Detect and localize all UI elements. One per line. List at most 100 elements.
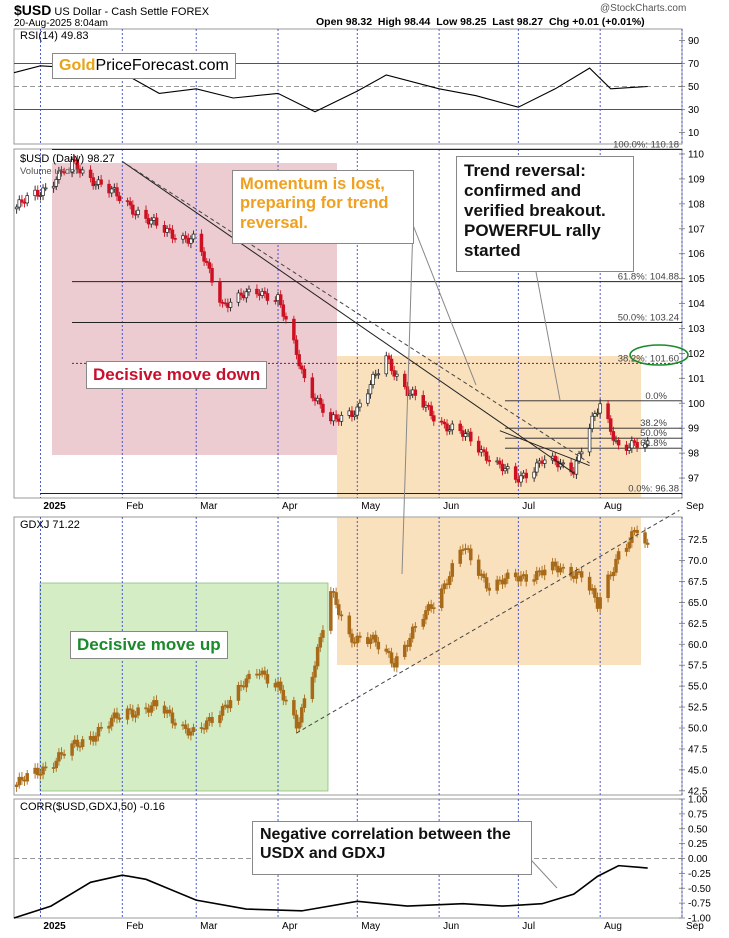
- ytick-label-3-4: 0.00: [688, 854, 708, 865]
- usd-candle-body: [321, 403, 325, 413]
- gdxj-candle-body: [80, 739, 85, 747]
- month-label-0-5: Jul: [522, 501, 535, 512]
- month-label-1-1: Mar: [200, 921, 218, 932]
- usd-candle-body: [627, 447, 631, 451]
- usd-candle-body: [284, 316, 288, 320]
- gdxj-candle-body: [278, 681, 283, 691]
- recent-fib-label-0: 0.0%: [645, 391, 667, 402]
- gdxj-candle-body: [503, 578, 507, 585]
- usd-candle-body: [149, 219, 154, 225]
- usd-candle-body: [202, 251, 206, 262]
- ytick-label-1-12: 109: [688, 174, 705, 185]
- month-label-1-7: Sep: [686, 921, 704, 932]
- usd-candle-body: [165, 228, 169, 233]
- gdxj-candle-body: [611, 571, 616, 577]
- usd-candle-body: [606, 403, 610, 420]
- brand-link[interactable]: @StockCharts.com: [600, 3, 687, 14]
- gdxj-candle-body: [297, 721, 301, 729]
- correlation-callout: Negative correlation between the USDX an…: [252, 821, 532, 875]
- ytick-label-2-4: 52.5: [688, 703, 708, 714]
- gdxj-candle-body: [487, 587, 492, 591]
- last-value: Last 98.27: [492, 16, 544, 28]
- usd-candle-body: [498, 460, 502, 465]
- gdxj-candle-body: [439, 588, 444, 609]
- usd-candle-body: [442, 421, 447, 425]
- usd-candle-body: [128, 201, 132, 206]
- gdxj-candle-body: [606, 574, 610, 599]
- gdxj-candle-body: [183, 724, 188, 729]
- usd-candle-body: [94, 184, 98, 187]
- gdxj-candle-body: [458, 549, 462, 564]
- usd-candle-body: [154, 217, 159, 226]
- recent-fib-label-1: 38.2%: [640, 418, 667, 429]
- usd-candle-body: [395, 373, 399, 377]
- usd-candle-body: [244, 291, 249, 299]
- gdxj-candle-body: [334, 592, 338, 605]
- usd-candle-body: [80, 169, 85, 174]
- year-label-1: 2025: [43, 921, 66, 932]
- usd-candle-body: [587, 428, 592, 453]
- gdxj-candle-body: [236, 684, 241, 701]
- ytick-label-1-3: 100: [688, 399, 705, 410]
- orange-zone-usd: [337, 356, 641, 498]
- gdxj-candle-body: [413, 626, 418, 628]
- rsi-panel-title: RSI(14) 49.83: [20, 30, 89, 42]
- gdxj-candle-body: [302, 698, 307, 708]
- usd-candle-body: [239, 292, 243, 296]
- usd-candle-body: [57, 170, 61, 180]
- usd-candle-body: [542, 459, 547, 464]
- usd-candle-body: [41, 187, 45, 196]
- ytick-label-1-11: 108: [688, 199, 705, 210]
- gdxj-candle-body: [57, 752, 61, 762]
- gdxj-candle-body: [173, 722, 177, 726]
- usd-candle-body: [218, 281, 222, 303]
- usd-candle-body: [445, 423, 449, 432]
- gdxj-candle-body: [59, 752, 64, 755]
- gdxj-candle-body: [17, 776, 22, 786]
- usd-candle-body: [109, 188, 114, 194]
- gdxj-candle-body: [387, 650, 391, 654]
- gdxj-candle-body: [593, 588, 597, 598]
- usd-candle-body: [199, 233, 204, 253]
- gdxj-candle-body: [376, 641, 381, 650]
- gold-price-forecast-logo: GoldPriceForecast.com: [52, 53, 236, 79]
- ytick-label-2-3: 50.0: [688, 724, 708, 735]
- usd-candle-body: [645, 440, 650, 445]
- gdxj-candle-body: [265, 674, 270, 684]
- gdxj-candle-body: [210, 717, 214, 724]
- gdxj-candle-body: [482, 573, 486, 578]
- usd-candle-body: [513, 466, 518, 480]
- fib-label-4: 0.0%: 96.38: [628, 484, 679, 495]
- ytick-label-3-5: 0.25: [688, 839, 708, 850]
- month-label-0-2: Apr: [282, 501, 298, 512]
- gdxj-candle-body: [300, 707, 304, 723]
- usd-candle-body: [339, 414, 344, 422]
- usd-candle-body: [484, 451, 489, 461]
- usd-candle-body: [500, 463, 505, 472]
- ohlc-bar: Open 98.32 High 98.44 Low 98.25 Last 98.…: [316, 16, 645, 28]
- gdxj-candle-body: [403, 644, 407, 657]
- usd-candle-body: [503, 468, 507, 472]
- timestamp: 20-Aug-2025 8:04am: [14, 18, 108, 29]
- gdxj-candle-body: [191, 727, 196, 733]
- reversal-pointer: [535, 271, 561, 401]
- logo-gold: Gold: [59, 57, 96, 74]
- usd-candle-body: [191, 233, 196, 240]
- usd-candle-body: [265, 293, 270, 301]
- gdxj-candle-body: [389, 652, 394, 664]
- high-value: High 98.44: [377, 16, 431, 28]
- usd-candle-body: [355, 406, 359, 416]
- ytick-label-1-0: 97: [688, 474, 700, 485]
- gdxj-candle-body: [627, 542, 631, 549]
- gdxj-candle-body: [14, 784, 19, 787]
- usd-candle-body: [384, 355, 389, 375]
- logo-rest: PriceForecast.com: [95, 57, 229, 74]
- usd-candle-body: [432, 415, 436, 422]
- usd-candle-body: [75, 159, 80, 170]
- gdxj-candle-body: [624, 547, 629, 552]
- usd-candle-body: [408, 393, 412, 396]
- gdxj-candle-body: [99, 726, 103, 729]
- usd-candle-body: [524, 472, 528, 479]
- gdxj-candle-body: [154, 700, 159, 707]
- gdxj-candle-body: [598, 597, 602, 609]
